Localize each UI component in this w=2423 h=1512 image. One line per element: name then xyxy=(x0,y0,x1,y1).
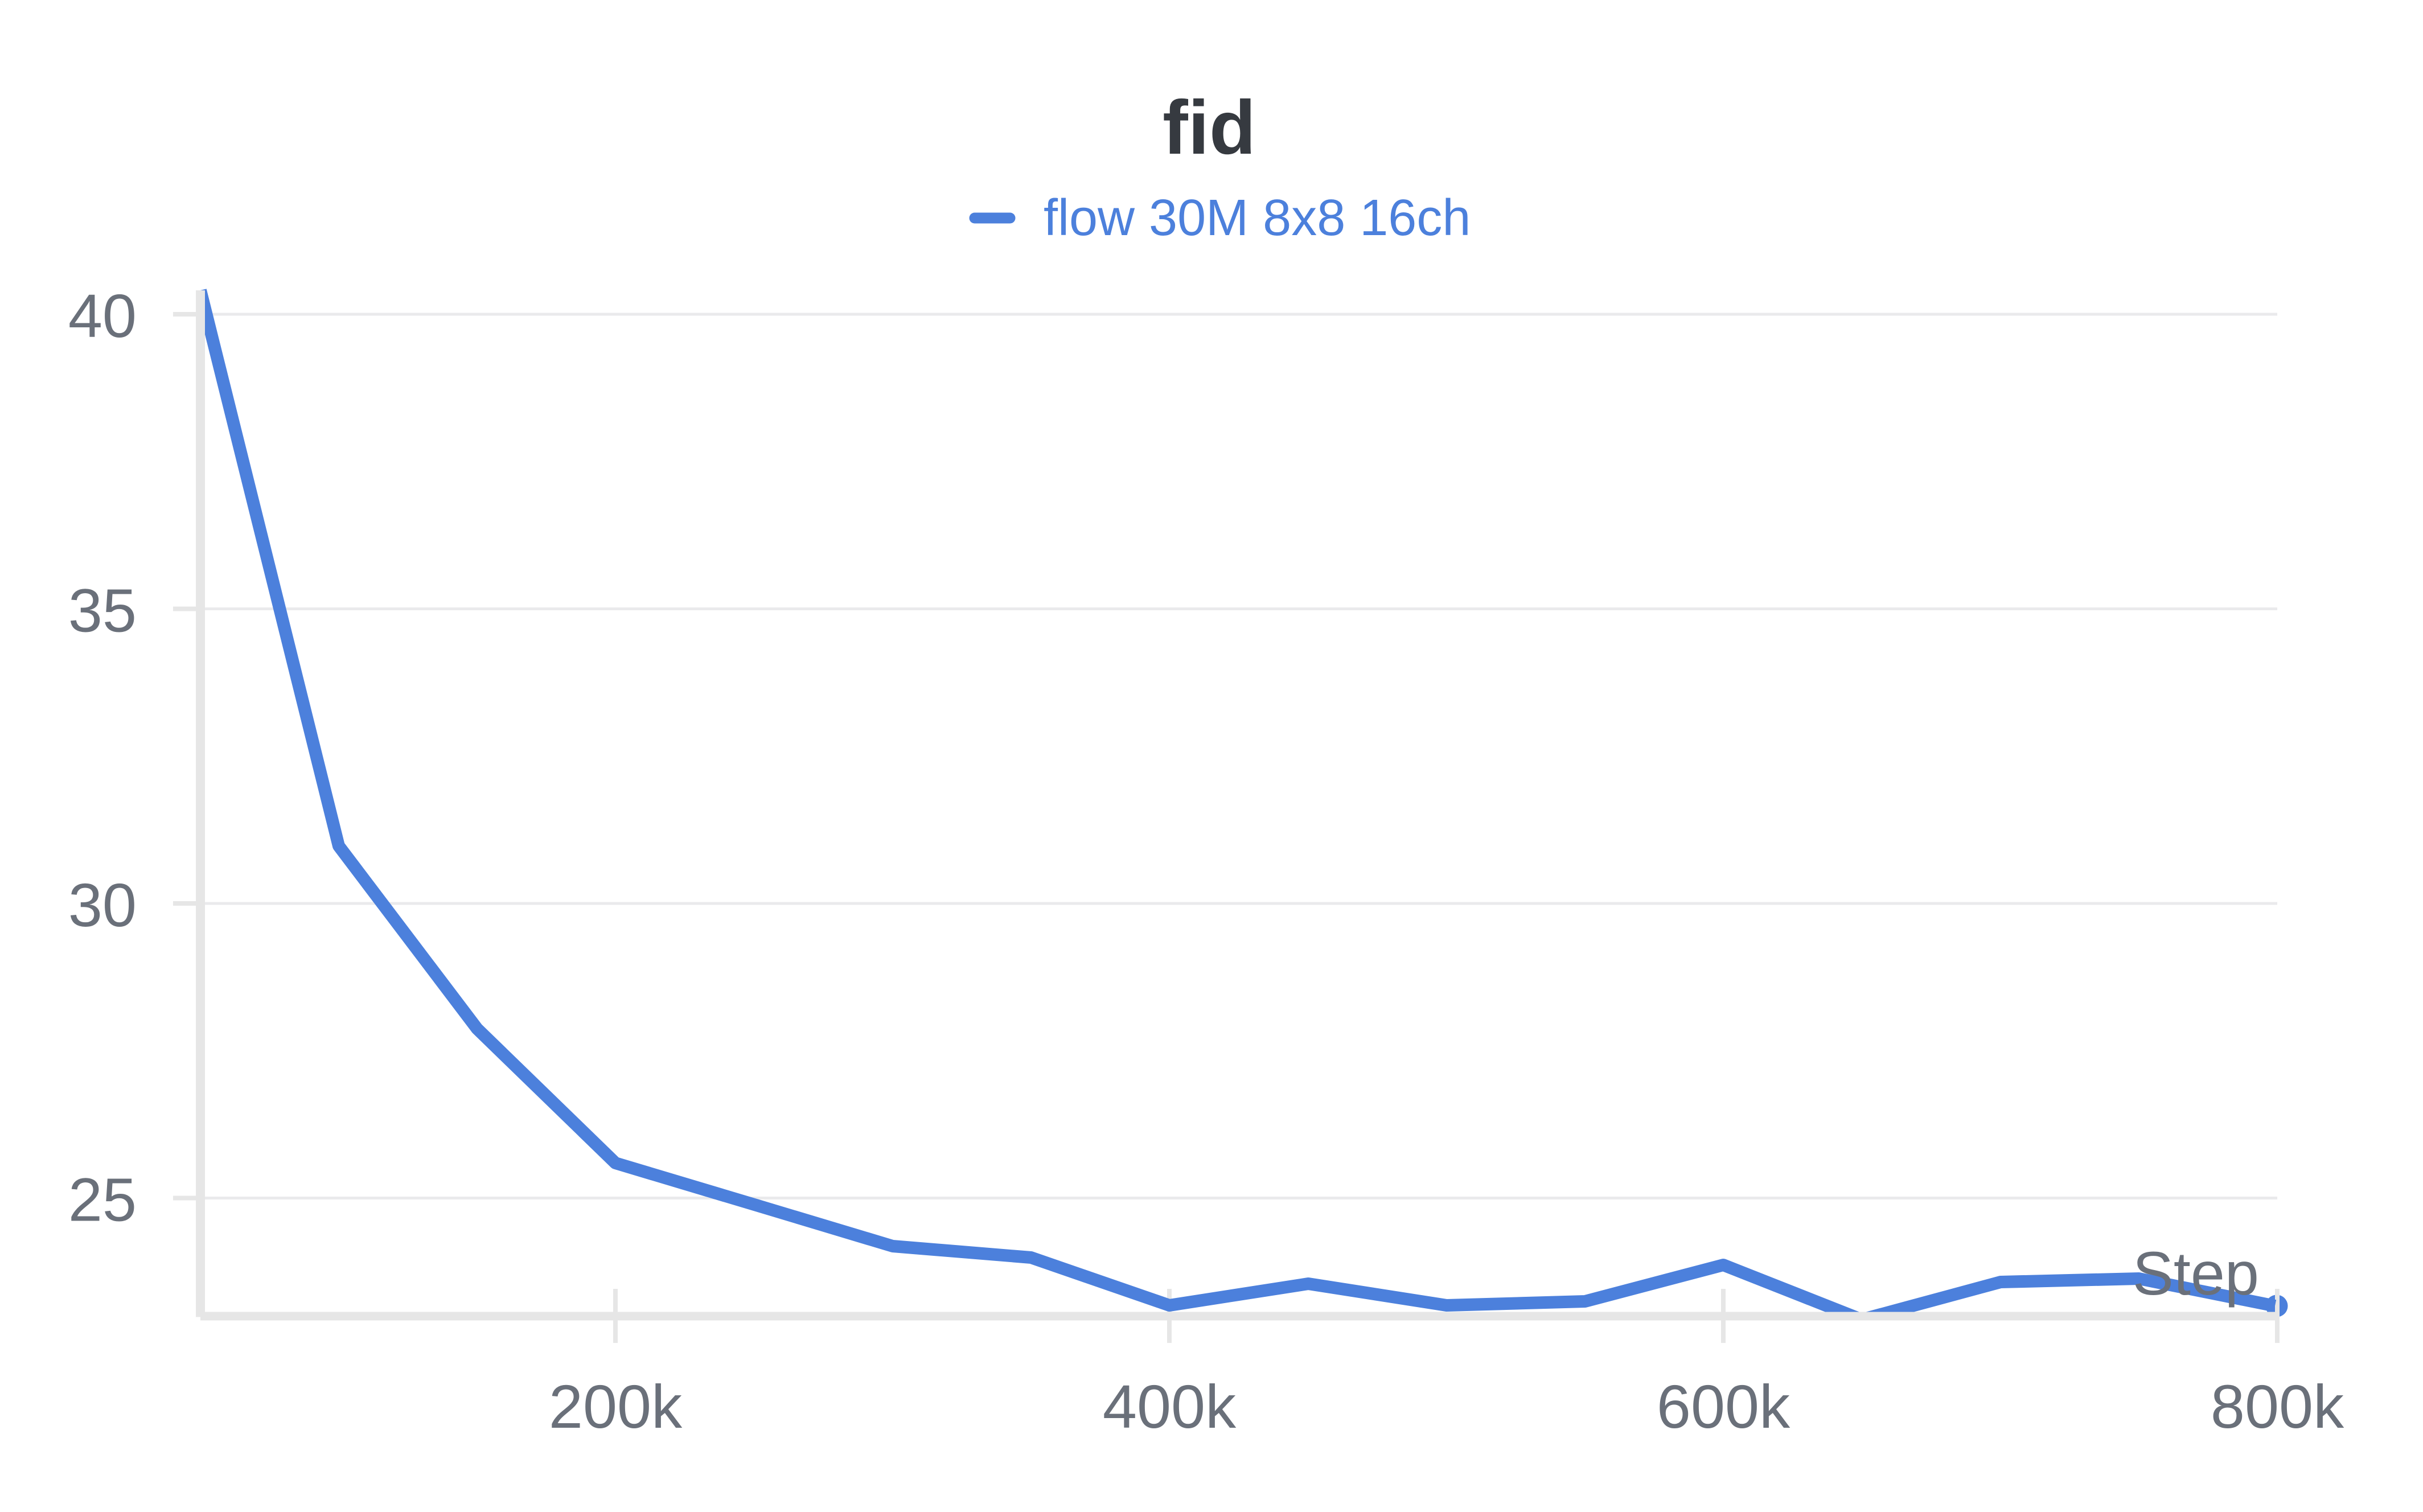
svg-text:200k: 200k xyxy=(549,1372,683,1441)
svg-text:30: 30 xyxy=(68,870,137,939)
svg-text:Step: Step xyxy=(2133,1239,2259,1308)
svg-text:25: 25 xyxy=(68,1165,137,1234)
svg-text:flow 30M 8x8 16ch: flow 30M 8x8 16ch xyxy=(1044,190,1471,246)
svg-text:35: 35 xyxy=(68,576,137,645)
svg-text:600k: 600k xyxy=(1657,1372,1790,1441)
svg-text:40: 40 xyxy=(68,281,137,350)
svg-text:400k: 400k xyxy=(1103,1372,1237,1441)
svg-text:fid: fid xyxy=(1163,85,1256,170)
svg-text:800k: 800k xyxy=(2211,1372,2344,1441)
